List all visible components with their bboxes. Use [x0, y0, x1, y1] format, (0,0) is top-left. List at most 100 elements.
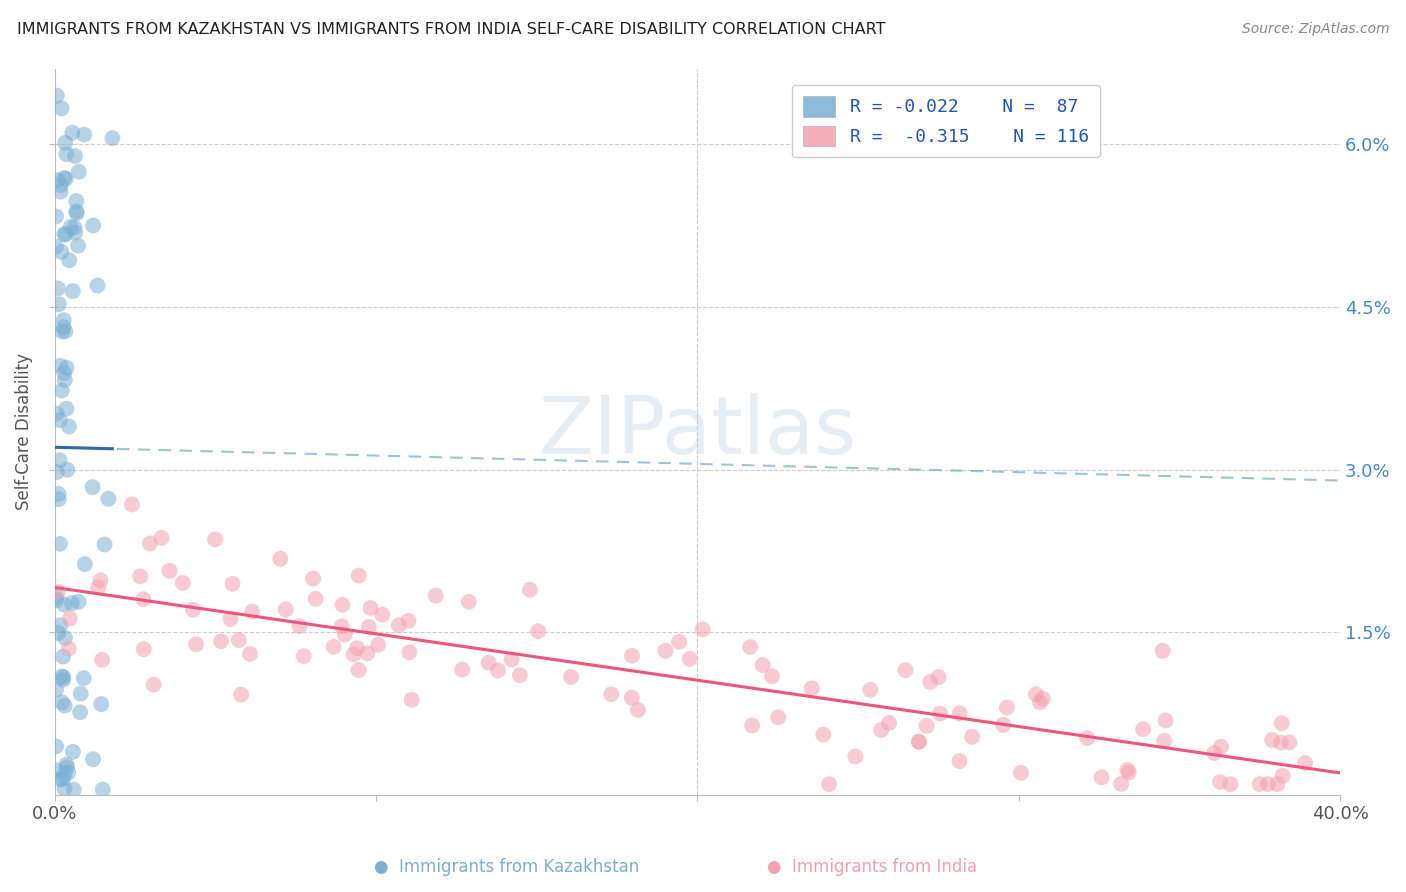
Point [401, 692, 423, 706]
Point [1271, 716, 1294, 731]
Point [1154, 714, 1177, 728]
Point [600, 687, 623, 701]
Point [425, 589, 447, 603]
Point [347, 663, 370, 677]
Point [90, 697, 112, 711]
Point [58, 253, 80, 268]
Point [621, 648, 644, 663]
Point [915, 719, 938, 733]
Point [56, 760, 79, 774]
Point [357, 620, 380, 634]
Point [46, 626, 69, 640]
Point [813, 728, 835, 742]
Point [65, 194, 87, 208]
Point [948, 754, 970, 768]
Point [58, 419, 80, 434]
Point [360, 601, 382, 615]
Point [679, 652, 702, 666]
Point [67, 238, 90, 252]
Point [51, 325, 73, 339]
Point [186, 637, 208, 651]
Point [121, 498, 143, 512]
Point [86, 278, 108, 293]
Point [741, 718, 763, 732]
Point [692, 623, 714, 637]
Point [60, 126, 83, 140]
Point [509, 668, 531, 682]
Y-axis label: Self-Care Disability: Self-Care Disability [15, 353, 32, 510]
Point [62, 745, 84, 759]
Point [82, 752, 104, 766]
Point [1132, 723, 1154, 737]
Point [53, 767, 76, 781]
Point [870, 723, 893, 737]
Point [240, 605, 263, 619]
Point [181, 603, 204, 617]
Point [46, 281, 69, 295]
Point [49, 178, 72, 192]
Point [527, 624, 550, 639]
Point [1271, 769, 1294, 783]
Point [65, 204, 87, 219]
Point [82, 219, 104, 233]
Point [1261, 733, 1284, 747]
Point [219, 612, 242, 626]
Point [52, 313, 75, 327]
Point [132, 592, 155, 607]
Point [51, 669, 73, 683]
Point [49, 359, 72, 373]
Point [927, 670, 949, 684]
Point [132, 642, 155, 657]
Point [56, 463, 79, 477]
Point [90, 574, 112, 588]
Point [53, 373, 76, 387]
Point [159, 564, 181, 578]
Point [62, 782, 84, 797]
Point [330, 619, 353, 633]
Point [993, 718, 1015, 732]
Point [73, 128, 96, 142]
Point [519, 582, 541, 597]
Text: ●  Immigrants from India: ● Immigrants from India [766, 858, 977, 876]
Point [48, 297, 70, 311]
Point [142, 678, 165, 692]
Point [93, 537, 115, 551]
Point [67, 595, 90, 609]
Point [49, 537, 72, 551]
Point [48, 492, 70, 507]
Point [457, 595, 479, 609]
Point [45, 240, 67, 254]
Point [398, 645, 420, 659]
Point [91, 653, 114, 667]
Text: IMMIGRANTS FROM KAZAKHSTAN VS IMMIGRANTS FROM INDIA SELF-CARE DISABILITY CORRELA: IMMIGRANTS FROM KAZAKHSTAN VS IMMIGRANTS… [17, 22, 886, 37]
Point [52, 670, 75, 684]
Point [49, 618, 72, 632]
Point [371, 607, 394, 622]
Point [55, 227, 77, 242]
Point [58, 641, 80, 656]
Point [908, 735, 931, 749]
Point [52, 673, 75, 687]
Point [347, 568, 370, 582]
Point [322, 640, 344, 654]
Point [55, 171, 77, 186]
Point [1091, 770, 1114, 784]
Point [451, 663, 474, 677]
Point [1267, 777, 1289, 791]
Point [751, 658, 773, 673]
Point [1029, 695, 1052, 709]
Point [51, 101, 73, 115]
Text: ZIPatlas: ZIPatlas [538, 392, 856, 471]
Point [920, 675, 942, 690]
Point [1116, 763, 1139, 777]
Point [49, 185, 72, 199]
Point [55, 757, 77, 772]
Point [73, 557, 96, 571]
Point [228, 633, 250, 648]
Point [894, 663, 917, 677]
Point [1294, 756, 1316, 770]
Text: ●  Immigrants from Kazakhstan: ● Immigrants from Kazakhstan [374, 858, 638, 876]
Point [87, 580, 110, 594]
Point [55, 147, 77, 161]
Point [620, 690, 643, 705]
